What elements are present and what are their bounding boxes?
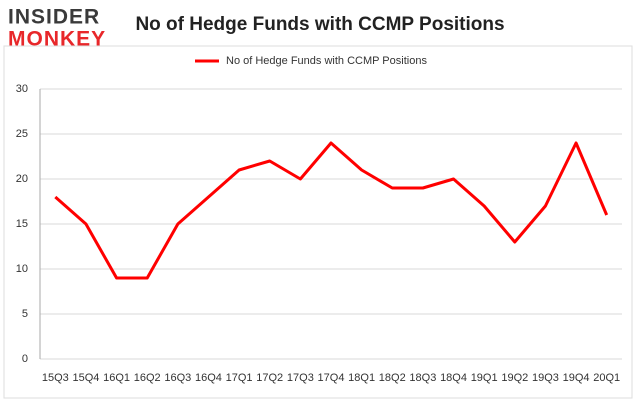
chart-frame xyxy=(3,45,633,399)
x-tick-label: 17Q1 xyxy=(226,372,253,384)
y-tick-label: 0 xyxy=(22,353,28,365)
y-tick-label: 20 xyxy=(16,173,28,185)
x-tick-label: 16Q4 xyxy=(195,372,222,384)
legend-label: No of Hedge Funds with CCMP Positions xyxy=(226,55,427,67)
x-tick-label: 17Q3 xyxy=(287,372,314,384)
x-tick-label: 18Q3 xyxy=(409,372,436,384)
x-tick-label: 15Q3 xyxy=(42,372,69,384)
logo-bottom: MONKEY xyxy=(8,28,106,51)
x-tick-label: 17Q2 xyxy=(256,372,283,384)
x-tick-label: 19Q3 xyxy=(532,372,559,384)
x-tick-label: 16Q3 xyxy=(164,372,191,384)
x-tick-label: 18Q1 xyxy=(348,372,375,384)
chart-title: No of Hedge Funds with CCMP Positions xyxy=(135,14,504,35)
y-tick-label: 25 xyxy=(16,128,28,140)
x-tick-label: 15Q4 xyxy=(72,372,99,384)
data-line xyxy=(54,141,609,280)
x-tick-label: 18Q2 xyxy=(379,372,406,384)
x-tick-label: 19Q2 xyxy=(501,372,528,384)
y-tick-label: 5 xyxy=(22,308,28,320)
logo-top: INSIDER xyxy=(8,6,100,29)
x-tick-label: 16Q2 xyxy=(134,372,161,384)
x-tick-label: 20Q1 xyxy=(593,372,620,384)
x-tick-label: 16Q1 xyxy=(103,372,130,384)
x-tick-label: 18Q4 xyxy=(440,372,467,384)
y-tick-label: 15 xyxy=(16,218,28,230)
x-tick-label: 19Q1 xyxy=(471,372,498,384)
y-tick-label: 10 xyxy=(16,263,28,275)
x-tick-label: 17Q4 xyxy=(318,372,345,384)
y-tick-label: 30 xyxy=(16,83,28,95)
x-tick-label: 19Q4 xyxy=(563,372,590,384)
